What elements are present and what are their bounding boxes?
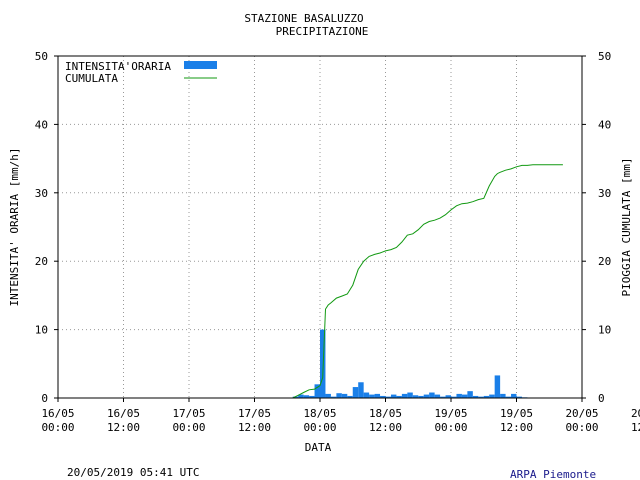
intensity-bar — [292, 396, 299, 398]
y-tick-label-left: 30 — [35, 187, 48, 200]
x-tick-label-date: 20/05 — [565, 407, 598, 420]
x-tick-label-time: 12:00 — [500, 421, 533, 434]
x-tick-label-date: 20/05 — [631, 407, 640, 420]
grid-lines — [58, 56, 582, 398]
x-tick-label-date: 18/05 — [369, 407, 402, 420]
intensity-bar — [478, 396, 484, 398]
intensity-bar — [467, 391, 473, 398]
x-tick-label-time: 00:00 — [565, 421, 598, 434]
x-tick-label-date: 16/05 — [107, 407, 140, 420]
x-axis-label: DATA — [305, 441, 332, 454]
intensity-bar — [325, 393, 331, 398]
intensity-bar — [390, 394, 397, 398]
intensity-bar — [298, 394, 304, 398]
intensity-bar — [456, 393, 462, 398]
intensity-bar — [369, 394, 375, 398]
x-tick-label-time: 00:00 — [303, 421, 336, 434]
x-tick-label-time: 00:00 — [41, 421, 74, 434]
intensity-bar — [472, 395, 479, 398]
x-tick-label-time: 12:00 — [369, 421, 402, 434]
intensity-bar — [500, 393, 506, 398]
intensity-bar — [494, 375, 501, 398]
y-tick-label-right: 50 — [598, 50, 611, 63]
x-tick-label-time: 12:00 — [107, 421, 140, 434]
intensity-bar — [352, 387, 359, 398]
y-tick-label-left: 10 — [35, 324, 48, 337]
intensity-bar — [309, 395, 315, 398]
intensity-bar — [483, 395, 490, 398]
y-tick-label-right: 10 — [598, 324, 611, 337]
y-tick-label-left: 20 — [35, 255, 48, 268]
intensity-bar — [461, 394, 468, 398]
legend: INTENSITA'ORARIA CUMULATA — [65, 60, 217, 85]
intensity-bar — [401, 393, 408, 398]
x-tick-label-time: 12:00 — [631, 421, 640, 434]
chart-title: STAZIONE BASALUZZO — [244, 12, 363, 25]
intensity-bar — [451, 396, 457, 398]
intensity-bar — [341, 393, 348, 398]
x-tick-label-time: 00:00 — [172, 421, 205, 434]
x-tick-label-time: 12:00 — [238, 421, 271, 434]
x-tick-label-date: 17/05 — [172, 407, 205, 420]
y-tick-label-right: 0 — [598, 392, 605, 405]
intensity-bars — [292, 329, 528, 398]
intensity-bar — [320, 329, 326, 398]
y-tick-label-left: 50 — [35, 50, 48, 63]
y-tick-label-left: 0 — [41, 392, 48, 405]
intensity-bar — [407, 392, 413, 398]
x-tick-label-date: 16/05 — [41, 407, 74, 420]
legend-label-cumulative: CUMULATA — [65, 72, 118, 85]
intensity-bar — [516, 396, 522, 398]
intensity-bar — [396, 395, 402, 398]
y-axis-left-label: INTENSITA' ORARIA [mm/h] — [8, 148, 21, 307]
x-tick-label-date: 19/05 — [434, 407, 467, 420]
x-tick-label-date: 17/05 — [238, 407, 271, 420]
cumulative-line — [58, 164, 563, 399]
intensity-bar — [489, 394, 495, 398]
legend-swatch-intensity — [184, 61, 217, 69]
legend-label-intensity: INTENSITA'ORARIA — [65, 60, 171, 73]
x-tick-label-time: 00:00 — [434, 421, 467, 434]
intensity-bar — [303, 395, 310, 398]
intensity-bar — [440, 396, 446, 398]
intensity-bar — [347, 395, 353, 398]
intensity-bar — [374, 393, 381, 398]
credit-label: ARPA Piemonte — [510, 468, 596, 480]
y-tick-label-left: 40 — [35, 118, 48, 131]
intensity-bar — [380, 395, 386, 398]
intensity-bar — [336, 393, 342, 398]
intensity-bar — [358, 382, 364, 398]
y-axis-right-label: PIOGGIA CUMULATA [mm] — [620, 157, 633, 296]
intensity-bar — [511, 393, 517, 398]
intensity-bar — [385, 396, 391, 398]
intensity-bar — [330, 396, 337, 398]
intensity-bar — [418, 395, 424, 398]
intensity-bar — [412, 395, 419, 398]
intensity-bar — [314, 384, 320, 398]
y-tick-label-right: 20 — [598, 255, 611, 268]
intensity-bar — [505, 396, 512, 398]
chart-subtitle: PRECIPITAZIONE — [276, 25, 369, 38]
x-tick-label-date: 19/05 — [500, 407, 533, 420]
intensity-bar — [363, 392, 370, 398]
y-tick-label-right: 40 — [598, 118, 611, 131]
timestamp: 20/05/2019 05:41 UTC — [67, 466, 199, 479]
x-tick-label-date: 18/05 — [303, 407, 336, 420]
intensity-bar — [423, 394, 430, 398]
intensity-bar — [429, 392, 435, 398]
intensity-bar — [445, 395, 451, 398]
intensity-bar — [434, 394, 441, 398]
y-tick-label-right: 30 — [598, 187, 611, 200]
